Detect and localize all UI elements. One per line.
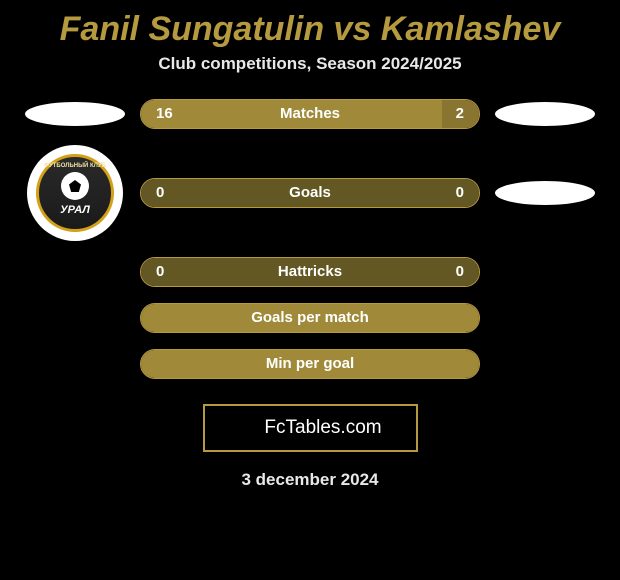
hattricks-bar: 0 Hattricks 0 (140, 257, 480, 287)
club-name: УРАЛ (60, 204, 90, 216)
infographic-container: Fanil Sungatulin vs Kamlashev Club compe… (0, 0, 620, 490)
player2-club-slot (495, 181, 595, 205)
gpm-label: Goals per match (141, 304, 479, 331)
stat-row-gpm: Goals per match (0, 303, 620, 333)
soccer-ball-icon (61, 172, 89, 200)
hattricks-label: Hattricks (141, 258, 479, 285)
goals-bar: 0 Goals 0 (140, 178, 480, 208)
player2-avatar-slot (495, 102, 595, 126)
brand-box[interactable]: FcTables.com (203, 404, 418, 452)
stat-row-mpg: Min per goal (0, 349, 620, 379)
player1-avatar-slot (25, 102, 125, 126)
matches-label: Matches (141, 100, 479, 127)
mpg-label: Min per goal (141, 350, 479, 377)
stat-row-goals: ФУТБОЛЬНЫЙ КЛУБ УРАЛ 0 Goals 0 (0, 145, 620, 241)
stat-row-hattricks: 0 Hattricks 0 (0, 257, 620, 287)
club-top-text: ФУТБОЛЬНЫЙ КЛУБ (44, 163, 106, 169)
player2-club-placeholder-icon (495, 181, 595, 205)
club-badge-inner: ФУТБОЛЬНЫЙ КЛУБ УРАЛ (36, 154, 114, 232)
club-badge-icon: ФУТБОЛЬНЫЙ КЛУБ УРАЛ (27, 145, 123, 241)
player2-placeholder-icon (495, 102, 595, 126)
matches-right-value: 2 (456, 100, 464, 127)
mpg-bar: Min per goal (140, 349, 480, 379)
date-text: 3 december 2024 (0, 470, 620, 490)
stat-row-matches: 16 Matches 2 (0, 99, 620, 129)
goals-label: Goals (141, 179, 479, 206)
player1-placeholder-icon (25, 102, 125, 126)
brand-text: FcTables.com (264, 417, 381, 439)
chart-icon (238, 421, 258, 436)
season-subtitle: Club competitions, Season 2024/2025 (0, 54, 620, 99)
goals-right-value: 0 (456, 179, 464, 206)
gpm-bar: Goals per match (140, 303, 480, 333)
player1-club-slot: ФУТБОЛЬНЫЙ КЛУБ УРАЛ (25, 145, 125, 241)
hattricks-right-value: 0 (456, 258, 464, 285)
comparison-title: Fanil Sungatulin vs Kamlashev (0, 0, 620, 54)
matches-bar: 16 Matches 2 (140, 99, 480, 129)
